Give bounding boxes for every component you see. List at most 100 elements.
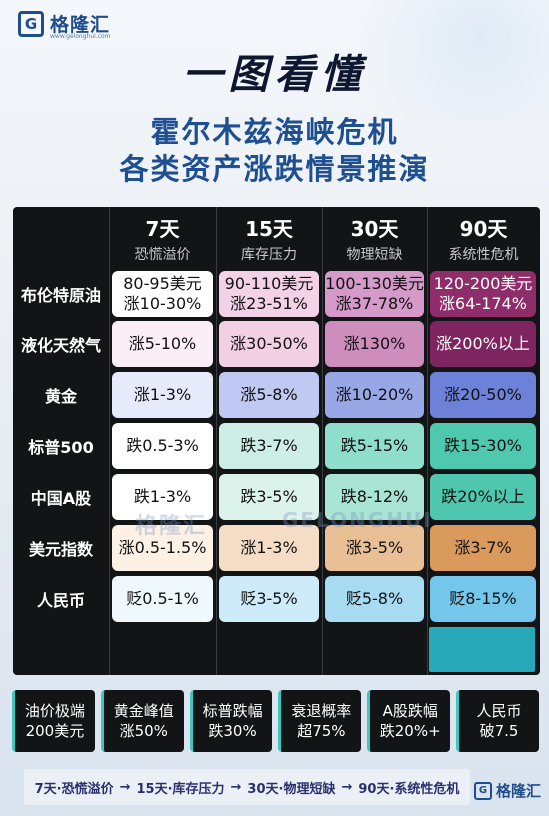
cell-change: 涨64-174% xyxy=(439,294,527,313)
page-title: 一图看懂 xyxy=(182,52,367,98)
arrow-right-icon: → xyxy=(119,779,131,795)
cell-value: 涨130% xyxy=(343,334,406,353)
cell-value: 跌15-30% xyxy=(444,436,522,455)
column-phase: 系统性危机 xyxy=(448,247,519,263)
column-divider xyxy=(322,207,323,675)
cell-value: 涨20-50% xyxy=(444,385,522,404)
column-divider xyxy=(427,207,428,675)
row-label: 黄金 xyxy=(44,387,77,406)
scenario-cell: 涨0.5-1.5% xyxy=(112,525,213,571)
arrow-right-icon: → xyxy=(341,779,353,795)
timeline-step: 15天·库存压力 xyxy=(136,781,225,797)
summary-label: A股跌幅 xyxy=(382,702,438,720)
cell-change: 涨10-30% xyxy=(123,294,202,313)
row-label: 人民币 xyxy=(36,591,85,610)
page-subtitle-1: 霍尔木兹海峡危机 xyxy=(150,115,399,149)
timeline-footer: 7天·恐慌溢价 → 15天·库存压力 → 30天·物理短缺 → 90天·系统性危机 xyxy=(24,769,470,805)
summary-value: 200美元 xyxy=(25,722,85,740)
summary-value: 涨50% xyxy=(119,722,168,740)
scenario-cell: 涨30-50% xyxy=(219,321,319,367)
cell-value: 跌1-3% xyxy=(133,487,192,506)
scenario-cell: 90-110美元 涨23-51% xyxy=(219,271,319,317)
scenario-cell: 80-95美元 涨10-30% xyxy=(112,271,213,317)
scenario-table: 7天 恐慌溢价 15天 库存压力 30天 物理短缺 90天 系统性危机 布伦特原… xyxy=(13,207,540,675)
column-days: 15天 xyxy=(245,217,293,241)
summary-value: 跌20%+ xyxy=(379,722,441,740)
cell-value: 涨10-20% xyxy=(335,385,414,404)
summary-label: 油价极端 xyxy=(24,702,85,720)
column-phase: 物理短缺 xyxy=(346,247,403,263)
scenario-cell: 跌5-15% xyxy=(325,423,424,469)
column-phase: 恐慌溢价 xyxy=(134,247,191,263)
cell-value: 跌8-12% xyxy=(340,487,409,506)
column-days: 30天 xyxy=(350,217,399,241)
scenario-cell: 120-200美元 涨64-174% xyxy=(430,271,536,317)
column-days: 7天 xyxy=(145,217,180,241)
row-label: 液化天然气 xyxy=(20,336,101,355)
cell-value: 涨3-5% xyxy=(345,538,404,557)
scenario-cell: 涨5-10% xyxy=(112,321,213,367)
cell-value: 贬8-15% xyxy=(449,589,517,608)
row-label: 布伦特原油 xyxy=(20,286,101,305)
cell-value: 100-130美元 xyxy=(325,274,424,293)
page-subtitle-2: 各类资产涨跌情景推演 xyxy=(119,152,430,186)
summary-label: 黄金峰值 xyxy=(113,702,174,720)
column-header-15d: 15天 库存压力 xyxy=(216,207,322,269)
summary-card: 油价极端 200美元 xyxy=(12,690,95,752)
cell-change: 涨23-51% xyxy=(230,294,308,313)
summary-cards: 油价极端 200美元 黄金峰值涨50% 标普跌幅跌30% 衰退概率 超75% A股跌幅跌20… xyxy=(12,690,539,752)
cell-value: 涨5-8% xyxy=(240,385,298,404)
timeline-step: 7天·恐慌溢价 xyxy=(34,781,114,797)
cell-value: 涨200%以上 xyxy=(436,334,530,353)
scenario-cell: 涨1-3% xyxy=(219,525,319,571)
scenario-cell: 跌3-5% xyxy=(219,474,319,520)
cell-value: 跌3-5% xyxy=(240,487,298,506)
summary-label: 衰退概率 xyxy=(291,702,352,720)
globe-background xyxy=(319,0,549,120)
cell-value: 涨1-3% xyxy=(240,538,298,557)
summary-label: 标普跌幅 xyxy=(202,702,263,720)
scenario-cell: 涨3-7% xyxy=(430,525,536,571)
brand-logo-icon: G xyxy=(18,10,44,37)
scenario-cell: 涨10-20% xyxy=(325,372,424,418)
scenario-cell: 100-130美元 涨37-78% xyxy=(325,271,424,317)
summary-card: 衰退概率 超75% xyxy=(278,690,362,752)
scenario-cell: 涨20-50% xyxy=(430,372,536,418)
cell-value: 80-95美元 xyxy=(123,274,202,293)
scenario-cell: 跌3-7% xyxy=(219,423,319,469)
scenario-cell: 跌15-30% xyxy=(430,423,536,469)
cell-value: 涨1-3% xyxy=(133,385,192,404)
summary-value: 跌30% xyxy=(208,722,257,740)
cell-value: 涨30-50% xyxy=(230,334,308,353)
cell-value: 贬5-8% xyxy=(345,589,404,608)
column-days: 90天 xyxy=(459,217,508,241)
summary-value: 破7.5 xyxy=(479,722,519,740)
cell-value: 涨5-10% xyxy=(128,334,197,353)
cell-value: 涨3-7% xyxy=(454,538,512,557)
cell-value: 跌20%以上 xyxy=(441,487,525,506)
row-label: 美元指数 xyxy=(28,540,93,559)
scenario-cell: 涨1-3% xyxy=(112,372,213,418)
scenario-cell: 贬0.5-1% xyxy=(112,576,213,622)
cell-value: 跌5-15% xyxy=(340,436,409,455)
brand-name: 格隆汇 xyxy=(50,14,111,36)
watermark-left: 格隆汇 xyxy=(135,514,208,539)
cell-value: 贬0.5-1% xyxy=(126,589,199,608)
scenario-cell: 跌1-3% xyxy=(112,474,213,520)
cell-value: 120-200美元 xyxy=(433,274,533,293)
column-divider xyxy=(216,207,217,675)
footer-logo: G 格隆汇 xyxy=(473,780,541,801)
cell-value: 贬3-5% xyxy=(240,589,298,608)
cell-value: 90-110美元 xyxy=(224,274,314,293)
column-header-7d: 7天 恐慌溢价 xyxy=(109,207,216,269)
scenario-cell: 涨5-8% xyxy=(219,372,319,418)
scenario-cell: 跌0.5-3% xyxy=(112,423,213,469)
cell-value: 跌0.5-3% xyxy=(126,436,199,455)
cell-value: 跌3-7% xyxy=(240,436,298,455)
row-label: 中国A股 xyxy=(30,489,92,508)
cell-change: 涨37-78% xyxy=(335,294,414,313)
scenario-cell: 涨130% xyxy=(325,321,424,367)
table-footer-accent xyxy=(429,627,535,672)
arrow-right-icon: → xyxy=(230,779,242,795)
summary-card: 人民币 破7.5 xyxy=(456,690,539,752)
